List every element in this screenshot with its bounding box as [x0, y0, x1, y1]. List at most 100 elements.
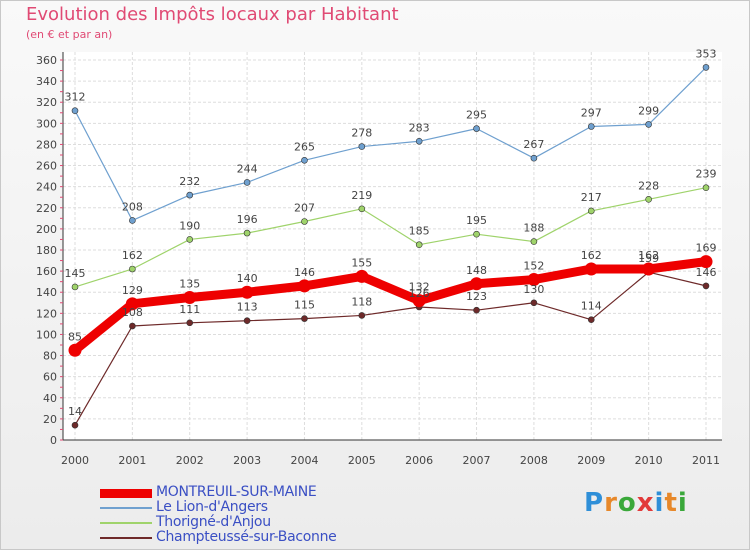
point-montreuil: [125, 297, 139, 311]
point-champteusse: [702, 282, 710, 290]
legend-label-champteusse: Champteussé-sur-Baconne: [156, 529, 337, 545]
y-tick-label: 320: [36, 96, 57, 109]
data-label-montreuil: 162: [581, 249, 602, 262]
y-tick-label: 220: [36, 202, 57, 215]
data-label-lion: 283: [409, 121, 430, 134]
y-tick-label: 280: [36, 138, 57, 151]
point-montreuil: [183, 291, 197, 304]
logo-letter: t: [664, 488, 678, 518]
data-label-lion: 208: [122, 200, 143, 213]
logo-letter: o: [617, 488, 637, 518]
data-label-champteusse: 115: [294, 299, 315, 312]
x-tick-label: 2007: [463, 454, 491, 467]
series-line-montreuil: [72, 257, 707, 354]
point-montreuil: [240, 285, 254, 299]
data-label-montreuil: 140: [237, 272, 258, 285]
legend-label-thorigne: Thorigné-d'Anjou: [156, 514, 271, 530]
point-lion: [129, 217, 136, 224]
data-label-thorigne: 228: [638, 179, 659, 192]
x-tick-label: 2003: [233, 454, 261, 467]
data-label-montreuil: 148: [466, 264, 487, 277]
point-champteusse: [587, 316, 595, 323]
series-line-champteusse: [74, 271, 707, 426]
y-tick-label: 80: [43, 350, 57, 363]
point-thorigne: [645, 196, 652, 203]
y-tick-label: 240: [36, 181, 57, 194]
chart-title: Evolution des Impôts locaux par Habitant: [26, 4, 399, 25]
y-tick-label: 60: [43, 371, 57, 384]
point-montreuil: [412, 294, 426, 308]
legend-label-lion: Le Lion-d'Angers: [156, 499, 268, 515]
data-label-lion: 353: [696, 47, 717, 60]
data-label-montreuil: 162: [638, 249, 659, 262]
data-label-thorigne: 239: [696, 168, 717, 181]
x-tick-label: 2008: [520, 454, 548, 467]
data-label-thorigne: 217: [581, 191, 602, 204]
series-line-thorigne: [74, 187, 707, 288]
point-lion: [301, 156, 308, 164]
point-champteusse: [186, 319, 194, 327]
point-thorigne: [243, 229, 251, 237]
point-lion: [645, 121, 652, 128]
point-thorigne: [71, 283, 79, 291]
point-montreuil: [68, 343, 82, 357]
data-label-champteusse: 118: [351, 295, 372, 308]
point-montreuil: [642, 262, 656, 276]
point-champteusse: [530, 299, 538, 307]
data-label-champteusse: 123: [466, 290, 487, 303]
data-label-champteusse: 108: [122, 306, 143, 319]
y-tick-label: 340: [36, 75, 57, 88]
point-lion: [473, 125, 480, 132]
x-tick-label: 2011: [692, 454, 720, 467]
point-champteusse: [129, 322, 136, 330]
data-label-lion: 297: [581, 107, 602, 120]
point-thorigne: [702, 184, 710, 192]
logo-letter: x: [636, 488, 655, 518]
point-champteusse: [301, 315, 308, 322]
y-tick-label: 300: [36, 117, 57, 130]
point-lion: [587, 123, 595, 130]
data-label-thorigne: 162: [122, 249, 143, 262]
data-label-thorigne: 185: [409, 225, 430, 238]
data-label-lion: 299: [638, 104, 659, 117]
data-label-montreuil: 129: [122, 284, 143, 297]
point-champteusse: [473, 306, 480, 314]
proxiti-logo: Proxiti: [584, 488, 688, 518]
series-line-lion: [74, 66, 707, 222]
data-label-thorigne: 207: [294, 202, 315, 215]
point-champteusse: [243, 317, 251, 325]
data-label-montreuil: 155: [351, 256, 372, 269]
y-tick-label: 180: [36, 244, 57, 257]
point-montreuil: [584, 262, 598, 276]
point-thorigne: [186, 236, 194, 243]
data-label-montreuil: 169: [696, 242, 717, 255]
point-montreuil: [527, 273, 541, 287]
point-lion: [358, 143, 366, 150]
x-tick-label: 2001: [118, 454, 146, 467]
y-tick-label: 40: [43, 392, 57, 405]
x-tick-label: 2004: [290, 454, 318, 467]
point-thorigne: [530, 238, 538, 245]
data-label-champteusse: 146: [696, 266, 717, 279]
y-tick-label: 140: [36, 286, 57, 299]
data-label-lion: 267: [523, 138, 544, 151]
y-tick-label: 260: [36, 160, 57, 173]
data-label-lion: 232: [179, 175, 200, 188]
data-label-champteusse: 114: [581, 300, 602, 313]
point-thorigne: [129, 265, 136, 273]
legend-swatch-thorigne: [100, 522, 152, 524]
data-label-montreuil: 135: [179, 278, 200, 291]
point-montreuil: [297, 279, 311, 293]
data-label-thorigne: 195: [466, 214, 487, 227]
point-lion: [530, 154, 538, 162]
point-thorigne: [415, 241, 423, 249]
logo-letter: i: [677, 488, 688, 518]
chart-subtitle: (en € et par an): [26, 28, 113, 41]
legend-swatch-lion: [100, 507, 152, 509]
x-tick-label: 2002: [176, 454, 204, 467]
y-tick-label: 200: [36, 223, 57, 236]
x-tick-label: 2006: [405, 454, 433, 467]
x-tick-label: 2005: [348, 454, 376, 467]
x-tick-label: 2010: [635, 454, 663, 467]
